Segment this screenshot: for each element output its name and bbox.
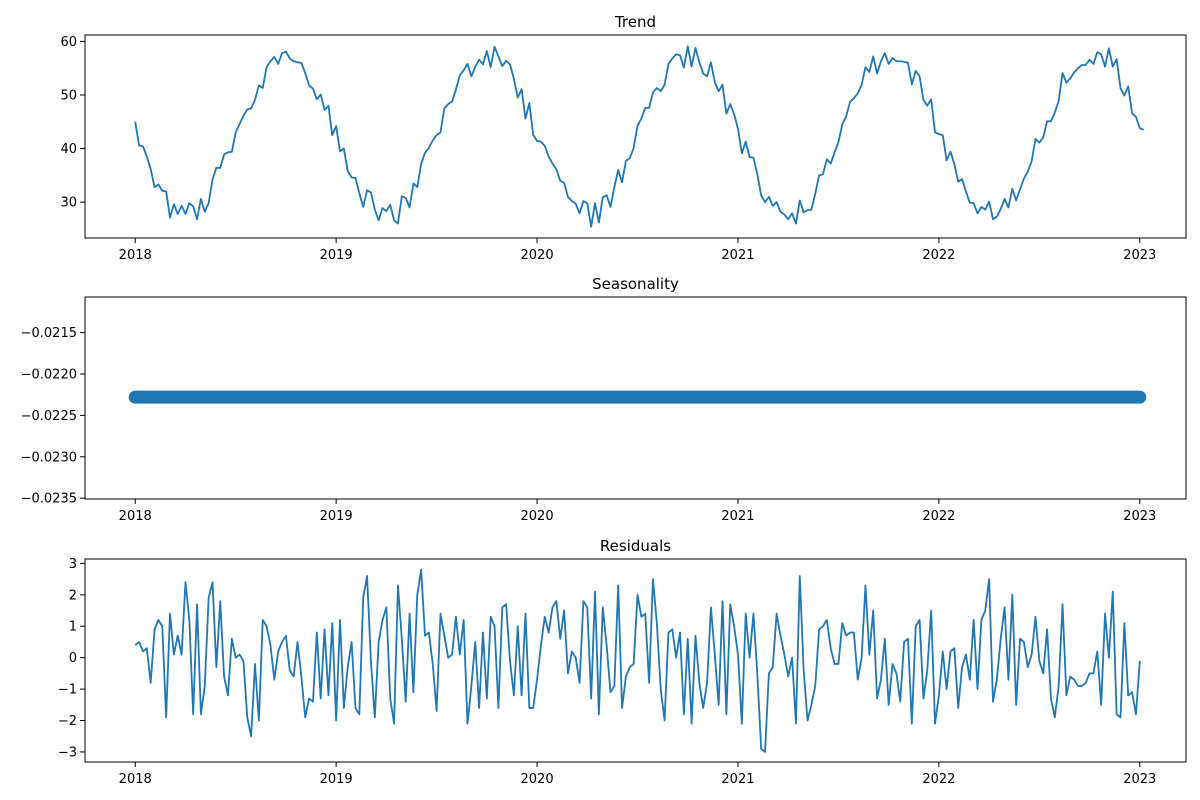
axes-frame bbox=[84, 558, 1187, 763]
series-line bbox=[134, 568, 1141, 753]
y-tick-label: 60 bbox=[60, 35, 77, 50]
panel-residuals: Residuals 2018 2019 2020 2021 2022 2023 3 2 1 0 −1 −… bbox=[58, 537, 1187, 787]
y-tick-label: −0.0230 bbox=[21, 450, 77, 465]
x-tick-label: 2022 bbox=[922, 248, 955, 263]
x-tick-label: 2023 bbox=[1123, 509, 1156, 524]
panel-seasonality: Seasonality 2018 2019 2020 2021 2022 2023 −0.02… bbox=[21, 275, 1187, 524]
y-tick-label: 1 bbox=[69, 620, 77, 635]
x-tick-label: 2022 bbox=[922, 772, 955, 787]
x-tick-label: 2021 bbox=[721, 509, 754, 524]
axes-frame bbox=[84, 34, 1187, 239]
y-tick-label: 50 bbox=[60, 88, 77, 103]
y-tick-label: −0.0220 bbox=[21, 367, 77, 382]
x-tick-label: 2023 bbox=[1123, 248, 1156, 263]
panel-trend: Trend 2018 2019 2020 2021 2022 2023 30 40 50 60 bbox=[60, 13, 1187, 263]
x-tick-label: 2020 bbox=[521, 772, 554, 787]
y-tick-label: 2 bbox=[69, 588, 77, 603]
axes-frame bbox=[84, 296, 1187, 500]
x-tick-label: 2019 bbox=[320, 772, 353, 787]
y-tick-label: 40 bbox=[60, 142, 77, 157]
x-tick-label: 2020 bbox=[521, 509, 554, 524]
panel-title: Seasonality bbox=[592, 275, 679, 293]
x-tick-label: 2018 bbox=[119, 772, 152, 787]
panel-title: Trend bbox=[614, 13, 656, 31]
x-tick-label: 2019 bbox=[320, 248, 353, 263]
y-tick-label: 0 bbox=[69, 651, 77, 666]
x-tick-label: 2018 bbox=[119, 248, 152, 263]
y-tick-label: 30 bbox=[60, 196, 77, 211]
y-tick-label: −3 bbox=[58, 745, 77, 760]
y-tick-label: −0.0225 bbox=[21, 409, 77, 424]
y-tick-label: −0.0215 bbox=[21, 326, 77, 341]
y-tick-label: −1 bbox=[58, 683, 77, 698]
series-line bbox=[134, 45, 1145, 228]
panel-title: Residuals bbox=[600, 537, 671, 555]
x-tick-label: 2018 bbox=[119, 509, 152, 524]
x-tick-label: 2023 bbox=[1123, 772, 1156, 787]
y-tick-label: −2 bbox=[58, 714, 77, 729]
x-tick-label: 2022 bbox=[922, 509, 955, 524]
x-tick-label: 2019 bbox=[320, 509, 353, 524]
x-tick-label: 2021 bbox=[721, 248, 754, 263]
x-tick-label: 2020 bbox=[521, 248, 554, 263]
x-tick-label: 2021 bbox=[721, 772, 754, 787]
y-tick-label: 3 bbox=[69, 557, 77, 572]
y-tick-label: −0.0235 bbox=[21, 492, 77, 507]
